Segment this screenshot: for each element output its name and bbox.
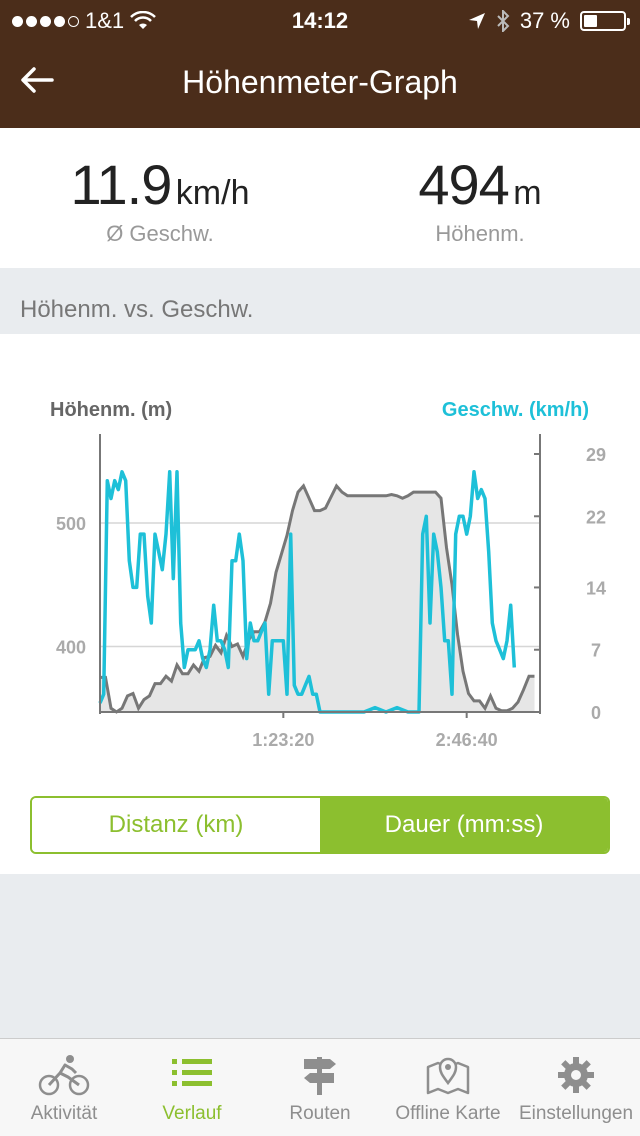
- tab-label-routen: Routen: [289, 1103, 351, 1124]
- elevation-label: Höhenm.: [435, 221, 525, 246]
- bluetooth-icon: [497, 10, 510, 32]
- tab-label-aktivitaet: Aktivität: [30, 1103, 98, 1124]
- right-tick-label: 0: [591, 703, 601, 723]
- battery-percent: 37 %: [519, 8, 570, 33]
- tab-label-einstellungen: Einstellungen: [518, 1103, 634, 1124]
- x-tick-label: 2:46:40: [436, 730, 498, 750]
- speed-unit: km/h: [175, 174, 250, 212]
- tab-routen[interactable]: Routen: [256, 1039, 384, 1136]
- status-time: 14:12: [291, 8, 349, 33]
- wifi-icon: [130, 11, 157, 29]
- speed-line: [98, 470, 517, 714]
- left-tick-label: 400: [56, 638, 86, 658]
- left-tick-label: 500: [56, 514, 86, 534]
- tab-label-offline-karte: Offline Karte: [395, 1103, 501, 1124]
- stat-elevation: 494 m Höhenm.: [320, 152, 640, 247]
- tab-aktivitaet[interactable]: Aktivität: [0, 1039, 128, 1136]
- left-axis-label: Höhenm. (m): [50, 399, 172, 421]
- section-title: Höhenm. vs. Geschw.: [20, 296, 254, 323]
- tab-einstellungen[interactable]: Einstellungen: [512, 1039, 640, 1136]
- elevation-speed-chart: Höhenm. (m) Geschw. (km/h) 400 500 0 7 14 22 2…: [50, 399, 606, 750]
- toggle-distance-button[interactable]: Distanz (km): [32, 798, 320, 852]
- right-axis-label: Geschw. (km/h): [442, 399, 589, 421]
- carrier-name: 1&1: [85, 8, 125, 33]
- tab-offline-karte[interactable]: Offline Karte: [384, 1039, 512, 1136]
- speed-label: Ø Geschw.: [106, 221, 214, 246]
- right-tick-label: 29: [586, 445, 606, 465]
- page-title: Höhenmeter-Graph: [182, 64, 458, 100]
- stats-panel: 11.9 km/h Ø Geschw. 494 m Höhenm.: [0, 128, 640, 268]
- list-icon: [172, 1059, 212, 1086]
- arrow-left-icon[interactable]: [18, 60, 58, 100]
- signal-strength-icon: [12, 15, 79, 27]
- status-right: 37 %: [468, 8, 630, 34]
- location-arrow-icon: [468, 13, 485, 29]
- speed-value: 11.9: [70, 153, 173, 216]
- right-tick-label: 14: [586, 578, 606, 598]
- x-tick-label: 1:23:20: [252, 730, 314, 750]
- tab-verlauf[interactable]: Verlauf: [128, 1039, 256, 1136]
- x-axis-toggle: Distanz (km) Dauer (mm:ss): [30, 796, 610, 854]
- status-bar: 1&1 14:12 37 %: [0, 0, 640, 40]
- section-header: Höhenm. vs. Geschw.: [0, 268, 640, 334]
- status-left: 1&1: [12, 8, 157, 34]
- elevation-line: [100, 483, 535, 714]
- elevation-unit: m: [513, 174, 542, 212]
- right-tick-label: 22: [586, 507, 606, 527]
- battery-icon: [580, 11, 630, 31]
- toggle-duration-button[interactable]: Dauer (mm:ss): [320, 798, 608, 852]
- elevation-value: 494: [418, 153, 509, 216]
- chart-card: Höhenm. (m) Geschw. (km/h) 400 500 0 7 14 22 2…: [0, 334, 640, 874]
- right-tick-label: 7: [591, 641, 601, 661]
- stat-speed: 11.9 km/h Ø Geschw.: [0, 152, 320, 247]
- map-pin-icon: [426, 1057, 470, 1095]
- signpost-icon: [304, 1057, 336, 1095]
- tab-bar: Aktivität Verlauf Routen Offline Karte: [0, 1038, 640, 1136]
- nav-bar: Höhenmeter-Graph: [0, 40, 640, 128]
- cyclist-icon: [38, 1055, 90, 1096]
- gear-icon: [558, 1057, 594, 1093]
- tab-label-verlauf: Verlauf: [162, 1103, 222, 1124]
